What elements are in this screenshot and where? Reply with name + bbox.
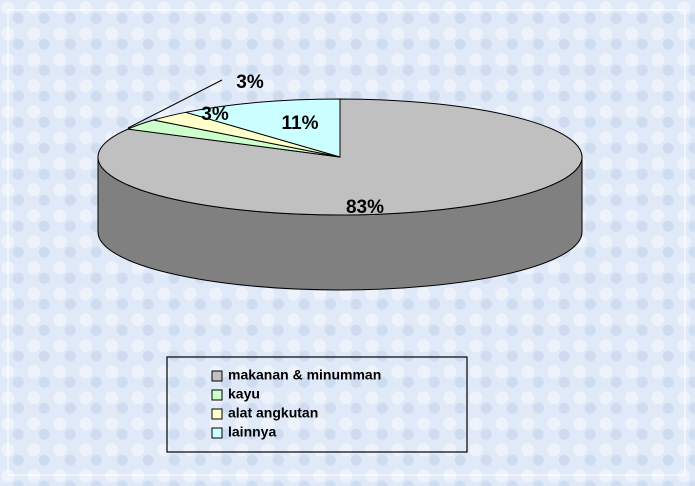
legend-box (166, 356, 468, 453)
legend-label: alat angkutan (228, 405, 318, 421)
legend-swatch (211, 408, 223, 420)
legend-label: kayu (228, 386, 260, 402)
data-label: 3% (201, 104, 229, 125)
data-label: 11% (282, 113, 319, 134)
legend-label: lainnya (228, 424, 276, 440)
leader-line (127, 79, 223, 129)
data-label: 3% (236, 72, 264, 93)
legend-swatch (211, 427, 223, 439)
chart-frame (7, 9, 686, 476)
legend-swatch (211, 389, 223, 401)
pie-slice (185, 98, 341, 158)
legend-label: makanan & minumman (228, 367, 381, 383)
data-label: 83% (346, 197, 384, 218)
legend-swatch (211, 370, 223, 382)
